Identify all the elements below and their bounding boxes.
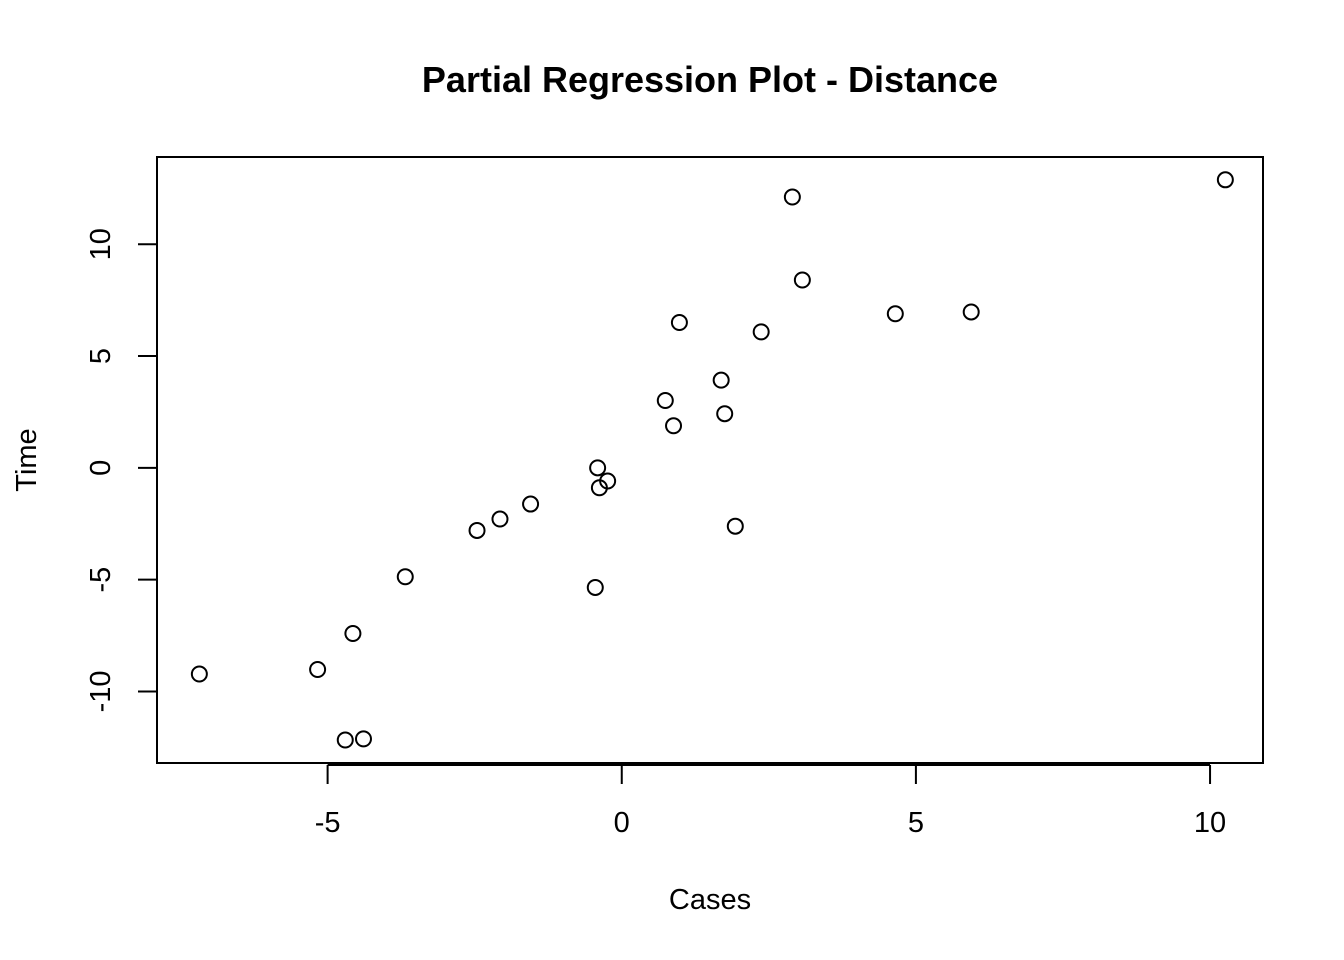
data-point: [656, 392, 674, 410]
plot-frame: [156, 156, 1264, 764]
data-point: [665, 417, 683, 435]
y-axis-label: Time: [11, 428, 43, 491]
data-point: [783, 188, 801, 206]
data-point: [586, 578, 604, 596]
data-point: [670, 313, 688, 331]
y-tick-label: 10: [85, 228, 117, 260]
data-point: [886, 305, 904, 323]
y-tick-label: 5: [85, 348, 117, 364]
data-point: [712, 371, 730, 389]
data-point: [793, 271, 811, 289]
data-point: [962, 303, 980, 321]
data-point: [1216, 171, 1234, 189]
data-point: [396, 568, 414, 586]
data-point: [344, 625, 362, 643]
x-axis-label: Cases: [669, 884, 751, 916]
data-point: [190, 665, 208, 683]
y-tick-label: -10: [85, 670, 117, 712]
data-points: [190, 171, 1234, 749]
data-point: [468, 521, 486, 539]
data-point: [522, 495, 540, 513]
chart-title: Partial Regression Plot - Distance: [422, 59, 998, 100]
data-point: [336, 731, 354, 749]
data-point: [491, 510, 509, 528]
data-point: [726, 517, 744, 535]
data-point: [752, 323, 770, 341]
x-tick-label: 10: [1194, 807, 1226, 839]
x-axis: -5 0 5 10: [315, 764, 1226, 839]
x-tick-label: 0: [614, 807, 630, 839]
y-tick-label: -5: [85, 567, 117, 593]
y-axis: -10 -5 0 5 10: [85, 228, 158, 712]
data-point: [354, 730, 372, 748]
x-tick-label: -5: [315, 807, 341, 839]
y-tick-label: 0: [85, 460, 117, 476]
data-point: [599, 472, 617, 490]
data-point: [309, 661, 327, 679]
x-tick-label: 5: [908, 807, 924, 839]
data-point: [716, 405, 734, 423]
data-point: [589, 459, 607, 477]
